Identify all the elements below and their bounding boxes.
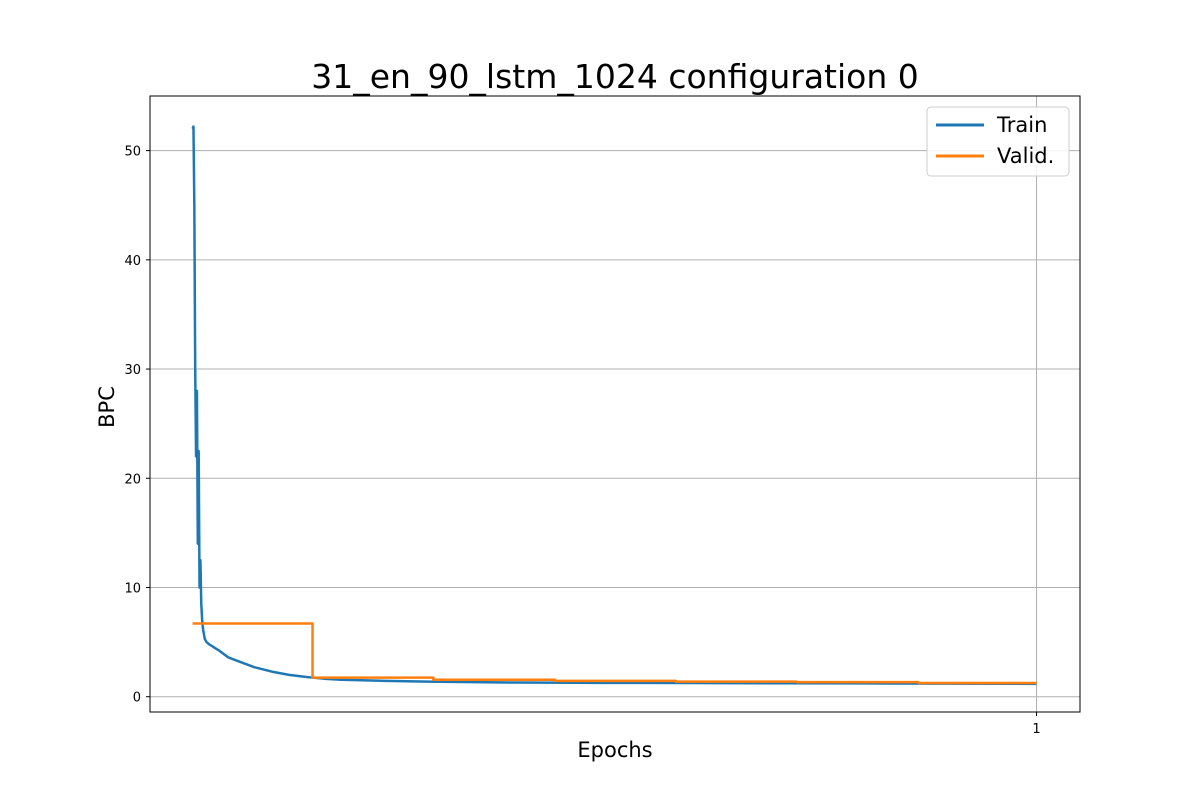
y-tick-label: 50: [124, 145, 141, 160]
series-layer: [191, 125, 1037, 686]
tick-layer: 0 10 20 30 40 50 1: [124, 145, 1040, 737]
y-tick-label: 10: [124, 581, 141, 596]
y-tick-label: 40: [124, 254, 141, 269]
x-axis-label: Epochs: [577, 738, 652, 762]
series-line-valid: [192, 622, 1037, 685]
y-axis-label: BPC: [95, 386, 119, 428]
series-line-train: [191, 125, 1037, 686]
y-tick-label: 20: [124, 472, 141, 487]
grid-layer: [150, 96, 1080, 712]
legend-label-train: Train: [996, 113, 1047, 137]
y-tick-label: 0: [133, 691, 141, 706]
x-tick-label: 1: [1032, 722, 1040, 737]
y-tick-label: 30: [124, 363, 141, 378]
plot-frame: [149, 95, 1081, 713]
legend-label-valid: Valid.: [997, 144, 1054, 168]
legend: Train Valid.: [926, 106, 1070, 177]
chart-title: 31_en_90_lstm_1024 configuration 0: [311, 57, 919, 96]
